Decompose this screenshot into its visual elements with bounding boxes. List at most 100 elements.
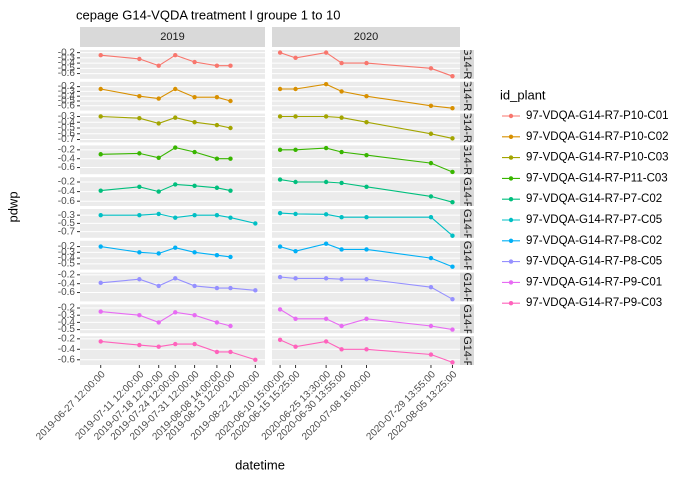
- data-point: [156, 251, 161, 256]
- data-point: [364, 184, 369, 189]
- data-point: [228, 156, 233, 161]
- row-strip-group: 97-VDQA-G14-R7-P10-C01: [461, 50, 473, 79]
- panel-background: [80, 240, 265, 270]
- y-tick-label: -0.4: [58, 317, 76, 328]
- data-point: [137, 313, 142, 318]
- row-strip: [460, 113, 474, 143]
- data-point: [293, 276, 298, 281]
- legend-marker: [508, 113, 514, 119]
- y-axis-title: pdwp: [5, 191, 20, 222]
- data-point: [277, 147, 283, 153]
- y-tick-label: -0.2: [58, 47, 76, 58]
- data-point: [173, 215, 178, 220]
- data-point: [137, 250, 142, 255]
- data-point: [214, 253, 220, 258]
- data-point: [293, 248, 298, 254]
- y-tick-label: -0.4: [58, 153, 76, 164]
- data-point: [364, 316, 369, 321]
- data-point: [214, 94, 220, 100]
- data-point: [364, 94, 369, 99]
- row-strip-group: 97-VDQA-G14-R7-P10-C02: [461, 82, 473, 111]
- data-point: [192, 283, 197, 289]
- data-point: [450, 106, 455, 111]
- y-tick-label: -0.6: [58, 162, 76, 173]
- data-point: [156, 121, 161, 126]
- data-point: [192, 94, 197, 100]
- data-point: [173, 182, 178, 187]
- data-point: [98, 309, 103, 314]
- data-point: [339, 89, 344, 94]
- data-point: [214, 285, 220, 291]
- legend-marker: [508, 301, 514, 306]
- panel-background: [272, 240, 460, 270]
- row-strip-group: 97-VDQA-G14-R7-P10-C03: [461, 60, 473, 196]
- data-point: [192, 250, 197, 255]
- y-tick-label: -0.3: [58, 86, 76, 97]
- y-tick-label: -0.2: [58, 81, 76, 92]
- legend-marker: [508, 176, 514, 181]
- data-point: [450, 199, 455, 205]
- y-tick-label: -0.5: [58, 258, 76, 269]
- data-point: [293, 211, 298, 217]
- data-point: [98, 212, 103, 218]
- data-point: [450, 360, 455, 365]
- data-point: [339, 215, 344, 220]
- data-point: [214, 122, 220, 128]
- y-tick-label: -0.5: [58, 324, 76, 335]
- row-strip-group: 97-VDQA-G14-R7-P9-C01: [461, 304, 473, 333]
- legend-label: 97-VDQA-G14-R7-P7-C02: [526, 193, 662, 205]
- legend-label: 97-VDQA-G14-R7-P11-C03: [526, 172, 668, 184]
- data-point: [137, 116, 142, 121]
- column-strip: [80, 27, 265, 47]
- data-point: [137, 277, 142, 282]
- legend-marker: [508, 280, 514, 285]
- data-point: [364, 347, 369, 352]
- data-point: [428, 285, 434, 290]
- data-point: [293, 147, 298, 153]
- data-point: [277, 114, 283, 119]
- series-line: [100, 213, 256, 224]
- data-point: [253, 221, 258, 226]
- data-point: [192, 341, 197, 347]
- data-point: [228, 63, 233, 68]
- row-strip-label: 97-VDQA-G14-R7-P10-C03: [461, 60, 473, 196]
- data-point: [277, 50, 283, 55]
- data-point: [228, 285, 233, 291]
- data-point: [98, 86, 103, 92]
- legend-marker: [508, 259, 514, 264]
- data-point: [173, 341, 178, 347]
- data-point: [277, 177, 283, 182]
- data-point: [323, 145, 329, 151]
- row-strip-group: 97-VDQA-G14-R7-P11-C03: [461, 145, 473, 174]
- data-point: [450, 233, 455, 238]
- row-strip: [460, 50, 474, 79]
- data-point: [192, 59, 197, 65]
- data-point: [156, 344, 161, 349]
- data-point: [339, 277, 344, 282]
- row-strip-label: 97-VDQA-G14-R7-P7-C02: [461, 126, 473, 256]
- y-tick-label: -0.2: [58, 241, 76, 252]
- data-point: [323, 276, 329, 281]
- data-point: [339, 347, 344, 352]
- panel-background: [80, 272, 265, 302]
- legend-marker: [508, 238, 514, 243]
- data-point: [98, 244, 103, 249]
- data-point: [323, 339, 329, 344]
- data-point: [192, 183, 197, 189]
- data-point: [450, 264, 455, 269]
- legend-title: id_plant: [500, 87, 546, 102]
- data-point: [228, 98, 233, 104]
- y-tick-label: -0.7: [58, 226, 76, 237]
- legend-label: 97-VDQA-G14-R7-P8-C02: [526, 235, 662, 247]
- y-tick-label: -0.2: [58, 144, 76, 155]
- data-point: [428, 66, 434, 71]
- series-line: [100, 340, 256, 361]
- data-point: [156, 189, 161, 194]
- data-point: [173, 145, 178, 150]
- data-point: [173, 53, 178, 58]
- data-point: [214, 320, 220, 325]
- data-point: [98, 53, 103, 58]
- column-strip-label: 2019: [160, 31, 184, 43]
- data-point: [428, 194, 434, 199]
- row-strip: [460, 177, 474, 206]
